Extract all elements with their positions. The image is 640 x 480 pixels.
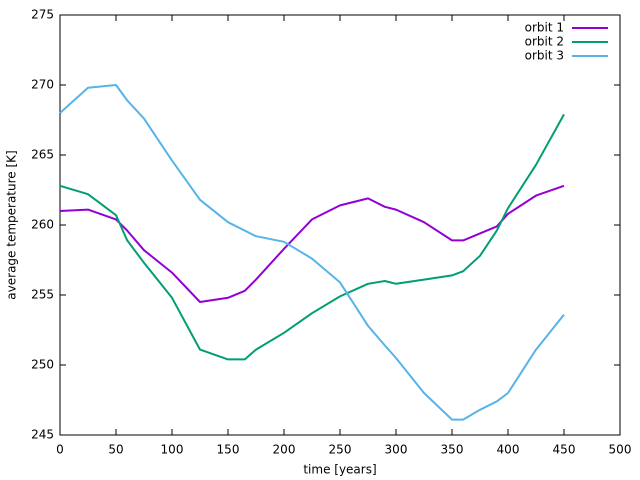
x-tick-label: 100 (161, 443, 184, 457)
legend-label: orbit 3 (525, 49, 564, 63)
x-tick-label: 450 (553, 443, 576, 457)
y-tick-label: 245 (31, 428, 54, 442)
y-tick-label: 265 (31, 148, 54, 162)
x-tick-label: 500 (609, 443, 632, 457)
x-tick-label: 250 (329, 443, 352, 457)
series-line (59, 84, 565, 421)
y-tick-label: 270 (31, 78, 54, 92)
x-tick-label: 400 (497, 443, 520, 457)
y-tick-label: 275 (31, 8, 54, 22)
plot-frame (59, 14, 621, 436)
x-tick-label: 350 (441, 443, 464, 457)
series-line (59, 113, 565, 361)
y-tick-label: 260 (31, 218, 54, 232)
legend-label: orbit 1 (525, 21, 564, 35)
x-tick-label: 50 (108, 443, 123, 457)
x-tick-label: 300 (385, 443, 408, 457)
x-axis-label: time [years] (303, 463, 376, 477)
legend-label: orbit 2 (525, 35, 564, 49)
x-tick-label: 0 (56, 443, 64, 457)
series-line (59, 184, 565, 303)
x-tick-label: 200 (273, 443, 296, 457)
y-tick-label: 250 (31, 358, 54, 372)
y-axis-label: average temperature [K] (5, 150, 19, 299)
x-tick-label: 150 (217, 443, 240, 457)
y-tick-label: 255 (31, 288, 54, 302)
